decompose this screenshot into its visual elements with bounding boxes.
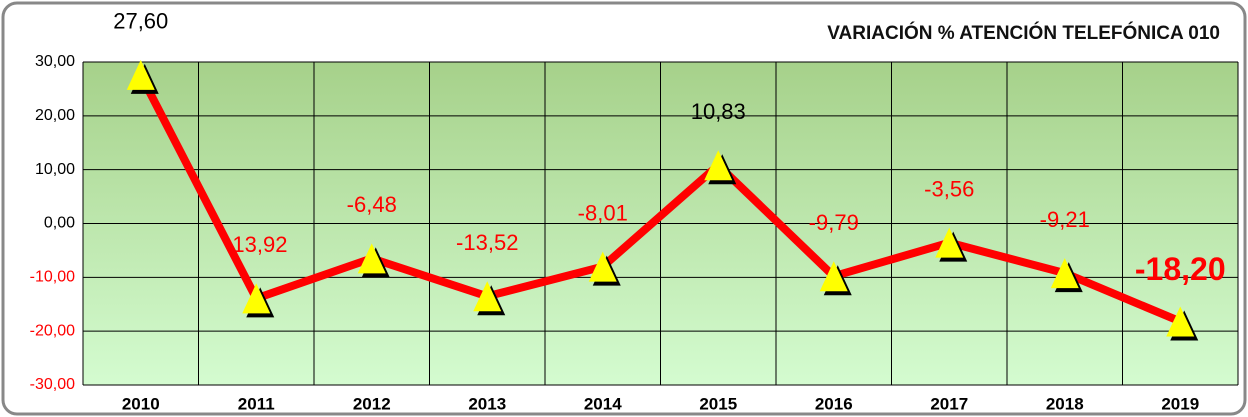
value-label: -6,48 <box>347 192 397 217</box>
x-tick-label: 2014 <box>584 394 622 413</box>
value-label: -9,79 <box>809 210 859 235</box>
value-label: -8,01 <box>578 200 628 225</box>
marker <box>935 227 964 258</box>
marker <box>1166 306 1195 337</box>
y-tick-label: -20,00 <box>30 322 75 339</box>
marker <box>588 251 617 282</box>
chart-title: VARIACIÓN % ATENCIÓN TELEFÓNICA 010 <box>827 22 1220 44</box>
value-label: -13,52 <box>456 230 518 255</box>
x-tick-label: 2019 <box>1161 394 1199 413</box>
y-tick-label: 10,00 <box>35 161 75 178</box>
value-label: -9,21 <box>1040 207 1090 232</box>
marker <box>242 283 271 314</box>
x-tick-label: 2010 <box>122 394 160 413</box>
x-tick-label: 2013 <box>468 394 506 413</box>
x-tick-label: 2012 <box>353 394 391 413</box>
x-tick-label: 2017 <box>930 394 968 413</box>
marker <box>357 243 386 274</box>
y-tick-label: 20,00 <box>35 107 75 124</box>
y-tick-label: 0,00 <box>44 215 75 232</box>
value-label: -13,92 <box>225 232 287 257</box>
value-label: -3,56 <box>924 176 974 201</box>
y-tick-label: -30,00 <box>30 376 75 393</box>
x-tick-label: 2018 <box>1046 394 1084 413</box>
y-tick-label: 30,00 <box>35 53 75 70</box>
value-label: -18,20 <box>1135 251 1226 287</box>
marker <box>704 150 733 181</box>
value-label: 10,83 <box>691 99 746 124</box>
series-line <box>137 73 1182 326</box>
marker <box>1050 258 1079 289</box>
marker <box>819 261 848 292</box>
value-label: 27,60 <box>113 9 168 34</box>
x-tick-label: 2015 <box>699 394 737 413</box>
marker <box>473 281 502 312</box>
marker <box>126 59 155 90</box>
y-tick-label: -10,00 <box>30 269 75 286</box>
x-tick-label: 2011 <box>238 394 275 413</box>
x-tick-label: 2016 <box>815 394 853 413</box>
